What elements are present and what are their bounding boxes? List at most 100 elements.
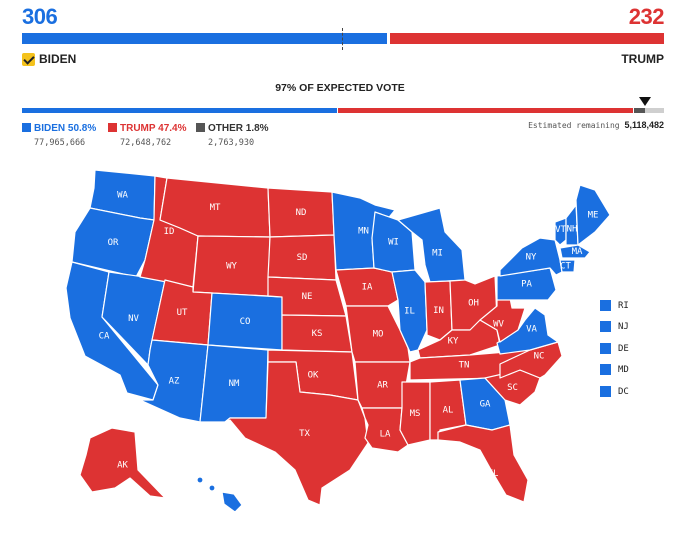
state-label-AK: AK	[117, 461, 128, 471]
biden-electoral-bar	[22, 33, 387, 44]
remaining-label: Estimated remaining	[528, 121, 620, 130]
state-HI-islet	[196, 476, 204, 484]
state-label-LA: LA	[380, 430, 391, 440]
state-label-FL: FL	[488, 469, 499, 479]
state-label-AR: AR	[377, 381, 388, 391]
state-label-ME: ME	[588, 211, 599, 221]
state-label-KY: KY	[448, 337, 459, 347]
state-TX[interactable]	[224, 361, 369, 506]
biden-name: BIDEN	[39, 52, 77, 66]
state-label-NC: NC	[534, 352, 545, 362]
small-state-NJ[interactable]: NJ	[600, 321, 629, 332]
state-label-SC: SC	[507, 383, 518, 393]
small-state-label: MD	[618, 364, 629, 375]
expected-marker-icon	[639, 97, 651, 106]
biden-swatch	[22, 123, 31, 132]
state-label-MA: MA	[572, 247, 583, 257]
state-label-WI: WI	[388, 238, 399, 248]
small-state-MD[interactable]: MD	[600, 364, 629, 375]
small-state-swatch	[600, 364, 611, 375]
legend-other: OTHER 1.8% 2,763,930	[196, 118, 269, 148]
state-labels: WA OR CA NV ID MT WY UT CO AZ NM ND SD NE KS OK TX MN IA MO…	[99, 191, 599, 480]
majority-line	[342, 28, 343, 50]
state-label-IN: IN	[433, 306, 444, 316]
small-state-swatch	[600, 343, 611, 354]
state-label-ND: ND	[296, 208, 307, 218]
state-label-TN: TN	[459, 361, 470, 371]
state-label-WY: WY	[226, 262, 237, 272]
trump-popular-pct: TRUMP 47.4%	[120, 123, 187, 134]
state-OR[interactable]	[71, 207, 155, 278]
check-icon	[22, 52, 35, 66]
state-label-SD: SD	[297, 253, 308, 263]
state-NH[interactable]	[565, 204, 579, 246]
state-label-NE: NE	[302, 292, 313, 302]
state-label-AZ: AZ	[169, 377, 180, 387]
state-label-PA: PA	[521, 280, 532, 290]
small-state-swatch	[600, 300, 611, 311]
remaining-votes: Estimated remaining 5,118,482	[528, 120, 664, 130]
state-label-MT: MT	[210, 203, 221, 213]
other-popular-pct: OTHER 1.8%	[208, 123, 269, 134]
state-HI-islet	[208, 484, 216, 492]
small-state-label: DE	[618, 343, 629, 354]
other-popular-bar	[633, 108, 645, 113]
state-VT[interactable]	[554, 217, 567, 246]
state-label-CT: CT	[560, 262, 571, 272]
state-CT[interactable]	[559, 259, 576, 273]
state-label-UT: UT	[177, 308, 188, 318]
biden-popular-bar	[22, 108, 338, 113]
legend-biden: BIDEN 50.8% 77,965,666	[22, 118, 96, 148]
small-state-label: RI	[618, 300, 629, 311]
state-label-OK: OK	[308, 371, 319, 381]
state-VA[interactable]	[496, 307, 559, 355]
small-state-DE[interactable]: DE	[600, 343, 629, 354]
small-state-DC[interactable]: DC	[600, 386, 629, 397]
state-label-MO: MO	[373, 330, 384, 340]
state-label-OR: OR	[108, 238, 119, 248]
state-label-MI: MI	[432, 249, 443, 259]
small-state-RI[interactable]: RI	[600, 300, 629, 311]
small-state-label: DC	[618, 386, 629, 397]
state-MO[interactable]	[345, 305, 411, 363]
trump-popular-votes: 72,648,762	[120, 138, 172, 148]
small-state-label: NJ	[618, 321, 629, 332]
state-label-ID: ID	[164, 227, 175, 237]
state-label-KS: KS	[312, 329, 323, 339]
trump-electoral-bar	[390, 33, 664, 44]
legend-trump: TRUMP 47.4% 72,648,762	[108, 118, 187, 148]
state-label-NV: NV	[128, 314, 139, 324]
state-label-GA: GA	[480, 400, 491, 410]
trump-swatch	[108, 123, 117, 132]
state-label-MN: MN	[358, 227, 369, 237]
state-label-MS: MS	[410, 409, 421, 419]
biden-popular-votes: 77,965,666	[34, 138, 86, 148]
biden-electoral-votes: 306	[22, 4, 58, 29]
small-state-swatch	[600, 386, 611, 397]
state-label-IA: IA	[362, 283, 373, 293]
other-swatch	[196, 123, 205, 132]
state-label-AL: AL	[443, 406, 454, 416]
trump-electoral-votes: 232	[628, 4, 665, 29]
state-label-WA: WA	[117, 191, 128, 201]
state-label-IL: IL	[404, 307, 415, 317]
state-FL[interactable]	[437, 424, 529, 503]
state-label-NY: NY	[526, 253, 537, 263]
state-label-TX: TX	[299, 429, 310, 439]
state-label-VA: VA	[526, 325, 537, 335]
small-state-swatch	[600, 321, 611, 332]
winner-indicator: BIDEN	[22, 52, 76, 66]
trump-popular-bar	[338, 108, 633, 113]
state-WV[interactable]	[479, 297, 526, 343]
remaining-popular-bar	[644, 108, 664, 113]
state-label-OH: OH	[468, 299, 479, 309]
state-MA[interactable]	[559, 244, 591, 259]
state-label-NM: NM	[229, 379, 240, 389]
biden-popular-pct: BIDEN 50.8%	[34, 123, 97, 134]
state-HI[interactable]	[221, 491, 243, 513]
state-label-VT: VT	[555, 225, 566, 235]
expected-vote-label: 97% OF EXPECTED VOTE	[275, 82, 405, 94]
other-popular-votes: 2,763,930	[208, 138, 255, 148]
state-AK[interactable]	[79, 427, 166, 499]
us-electoral-map: WA OR CA NV ID MT WY UT CO AZ NM ND SD NE KS OK TX MN IA MO…	[65, 169, 611, 513]
